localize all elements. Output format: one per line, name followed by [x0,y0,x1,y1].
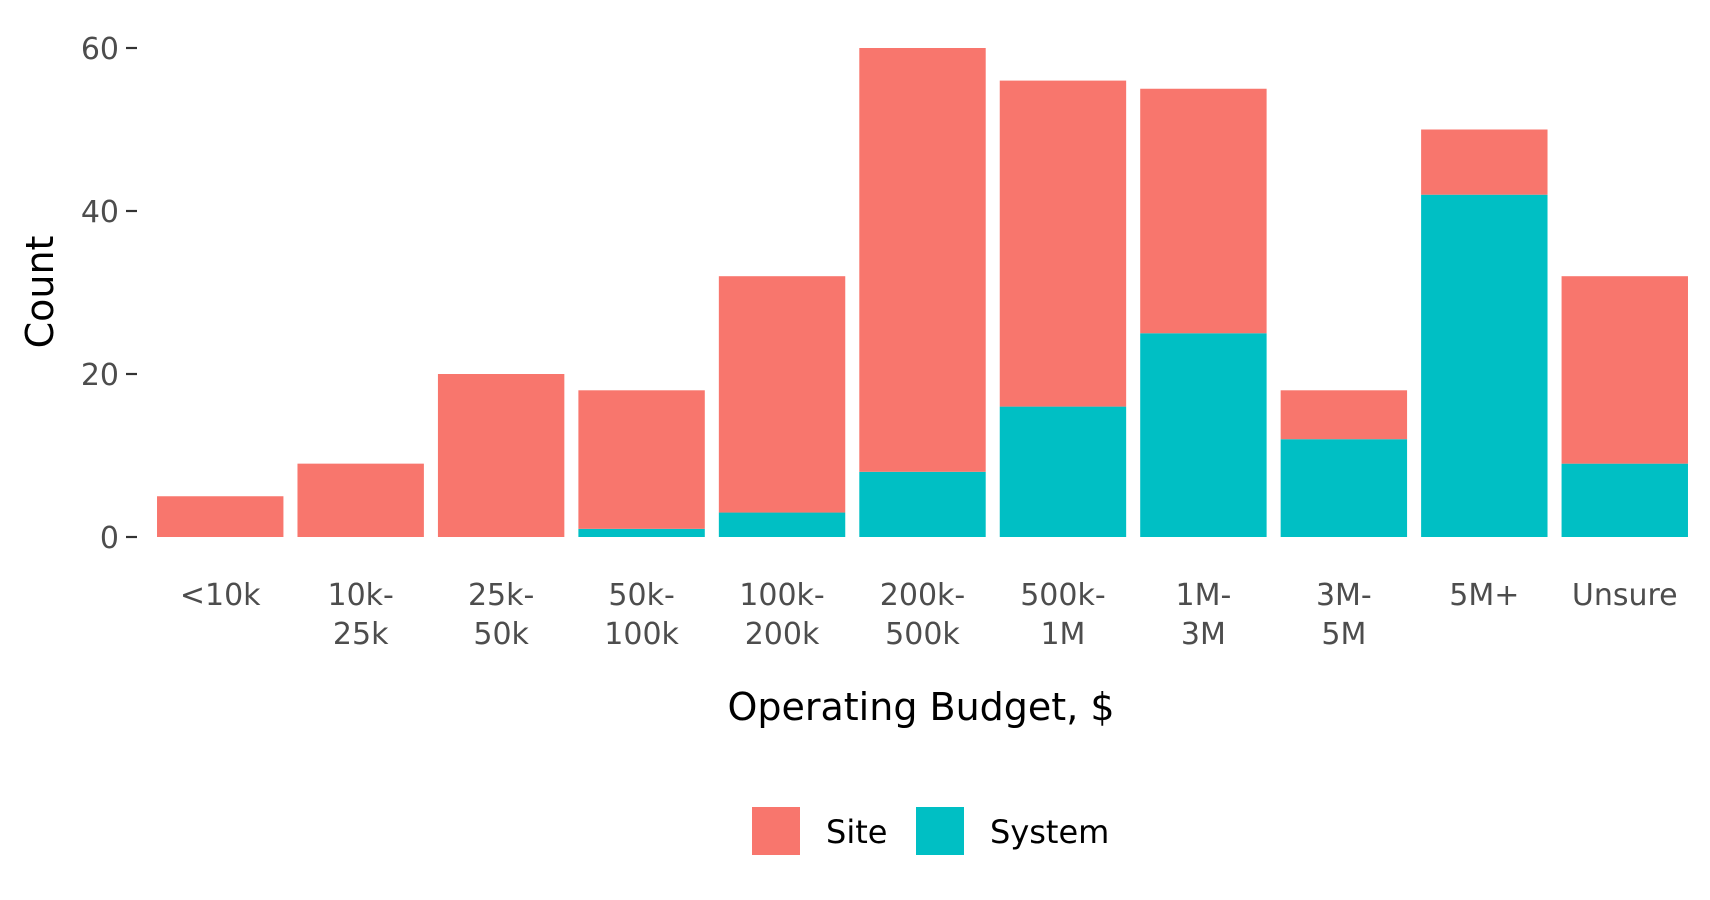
legend-label-system: System [990,813,1109,851]
y-axis: 0 20 40 60 [81,32,137,556]
y-tick-label: 60 [81,32,119,67]
legend: Site System [752,807,1109,855]
x-tick-label: 5M+ [1449,578,1519,613]
bar-system-11 [1561,463,1688,537]
legend-key-system [916,807,964,855]
bar-site-11 [1561,276,1688,464]
x-tick-label: 100k [604,617,679,652]
bar-site-7 [999,80,1127,407]
bar-site-10 [1421,129,1548,195]
y-tick-label: 0 [100,521,119,556]
x-tick-label: Unsure [1572,578,1678,613]
legend-label-site: Site [826,813,887,851]
legend-key-site [752,807,800,855]
x-tick-label: 3M [1181,617,1226,652]
x-tick-label: 10k- [327,578,393,613]
x-tick-label: 500k- [1020,578,1105,613]
x-axis: <10k 10k- 25k 25k- 50k 50k- 100k 100k- 200k 200k-… [180,578,1678,652]
bar-site-5 [718,276,846,513]
x-tick-label: <10k [180,578,261,613]
x-tick-label: 25k- [468,578,534,613]
x-tick-label: 200k- [880,578,965,613]
x-tick-label: 200k [745,617,820,652]
bars-group [157,48,1688,537]
y-tick-label: 40 [81,195,119,230]
bar-site-8 [1140,88,1267,334]
bar-site-4 [578,390,705,529]
bar-system-9 [1280,439,1408,537]
x-axis-title: Operating Budget, $ [727,685,1114,729]
y-axis-title: Count [18,236,62,349]
x-tick-label: 25k [333,617,389,652]
x-tick-label: 50k- [608,578,674,613]
x-tick-label: 100k- [739,578,824,613]
x-tick-label: 5M [1321,617,1366,652]
x-tick-label: 1M- [1176,578,1232,613]
bar-site-3 [437,374,565,537]
bar-site-2 [297,463,424,537]
x-tick-label: 1M [1040,617,1085,652]
x-tick-label: 3M- [1316,578,1372,613]
bar-system-5 [718,512,846,537]
bar-system-8 [1140,333,1267,537]
y-tick-label: 20 [81,358,119,393]
bar-site-6 [859,48,986,472]
bar-system-6 [859,471,986,537]
bar-site-1 [157,496,284,537]
bar-system-10 [1421,194,1548,537]
bar-system-7 [999,406,1127,537]
x-tick-label: 500k [885,617,960,652]
bar-site-9 [1280,390,1408,440]
x-tick-label: 50k [473,617,529,652]
bar-system-4 [578,528,705,537]
